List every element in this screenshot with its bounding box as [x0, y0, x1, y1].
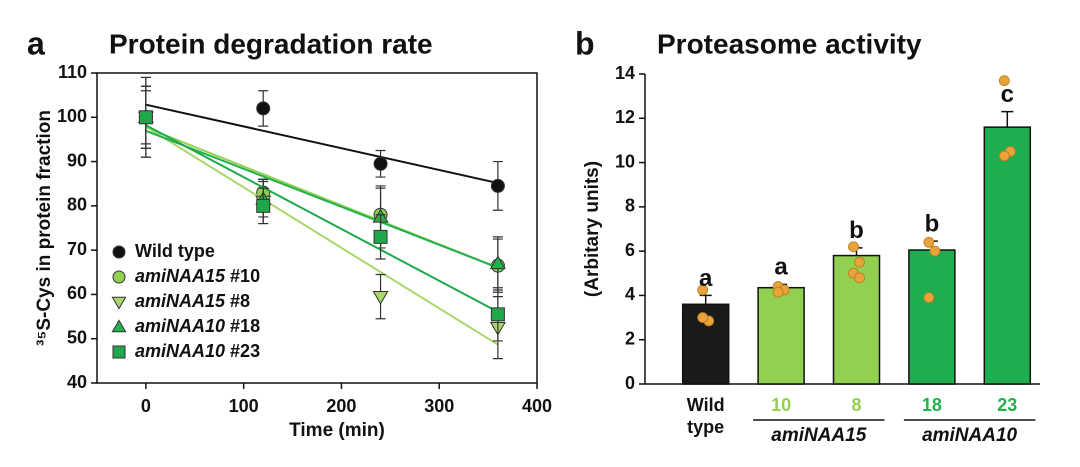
legend-marker [111, 319, 127, 333]
y-tick-label: 8 [625, 196, 635, 216]
error-bar [1001, 110, 1014, 128]
bar [983, 126, 1032, 385]
x-tick-label: 400 [522, 396, 552, 416]
y-tick-label: 0 [625, 373, 635, 393]
legend-marker [111, 296, 127, 310]
data-point [697, 312, 709, 323]
x-tick-label: 8 [851, 395, 862, 415]
data-point [772, 286, 784, 298]
x-tick-label: 200 [326, 396, 356, 416]
y-tick-label: 2 [625, 328, 635, 348]
data-point [923, 292, 935, 304]
group-label: amiNAA15 [771, 425, 866, 446]
data-point [998, 75, 1010, 87]
y-tick-label: 60 [67, 283, 87, 303]
value-label: b [925, 211, 940, 238]
marker [256, 198, 271, 213]
error-bar [699, 294, 712, 305]
trend-line [145, 129, 499, 269]
chart-title: Protein degradation rate [109, 28, 433, 59]
plot-frame [96, 72, 538, 384]
x-axis-label: Time (min) [289, 420, 385, 441]
y-tick-label: 40 [67, 372, 87, 392]
x-tick-label: 23 [997, 395, 1018, 415]
x-tick-label: 100 [229, 396, 259, 416]
y-tick-label: 4 [625, 284, 635, 304]
data-point [848, 241, 859, 253]
trend-line [145, 125, 499, 346]
legend-marker [112, 345, 126, 359]
legend-label: amiNAA10 #18 [135, 316, 260, 336]
value-label: a [774, 254, 788, 281]
legend-label: amiNAA15 #10 [135, 266, 260, 286]
group-label: amiNAA10 [922, 425, 1017, 446]
data-point [929, 245, 941, 257]
y-tick-label: 6 [625, 240, 635, 260]
marker [138, 110, 153, 125]
marker [372, 290, 389, 305]
value-label: c [1001, 81, 1014, 108]
marker [256, 101, 271, 116]
marker [373, 229, 388, 244]
legend-marker [112, 270, 126, 284]
y-tick-label: 10 [615, 151, 635, 171]
legend-marker [112, 245, 126, 259]
trend-line [145, 124, 499, 313]
marker [490, 307, 505, 322]
y-tick-label: 14 [615, 63, 635, 83]
y-axis-label: (Arbitary units) [582, 161, 603, 297]
marker [373, 156, 388, 171]
y-tick-label: 110 [58, 62, 87, 82]
data-point [854, 256, 865, 268]
x-tick-label: 0 [141, 396, 151, 416]
chart-title: Proteasome activity [657, 28, 922, 59]
x-tick-label: 18 [921, 395, 942, 415]
data-point [998, 150, 1010, 162]
bar [757, 286, 805, 385]
data-point [697, 284, 709, 296]
y-tick-label: 12 [615, 107, 635, 127]
bar [908, 249, 956, 385]
y-tick-label: 80 [67, 195, 87, 215]
legend-label: amiNAA10 #23 [135, 341, 260, 361]
y-tick-label: 100 [57, 106, 87, 126]
x-tick-label: 300 [424, 396, 454, 416]
x-tick-label: Wild type [686, 395, 725, 437]
marker [489, 255, 506, 270]
trend-line [145, 103, 499, 185]
x-tick-label: 10 [771, 395, 792, 415]
panel-label: b [575, 25, 595, 61]
y-tick-label: 50 [67, 327, 87, 347]
value-label: a [699, 265, 713, 292]
legend-label: Wild type [135, 241, 215, 261]
value-label: b [849, 217, 864, 244]
y-axis-label: ³⁵S-Cys in protein fraction [34, 110, 55, 346]
panel-label: a [27, 25, 45, 61]
y-tick-label: 70 [67, 239, 87, 259]
y-tick-label: 90 [67, 150, 87, 170]
legend-label: amiNAA15 #8 [135, 291, 250, 311]
data-point [854, 272, 865, 284]
data-point [923, 236, 935, 248]
marker [490, 178, 505, 193]
